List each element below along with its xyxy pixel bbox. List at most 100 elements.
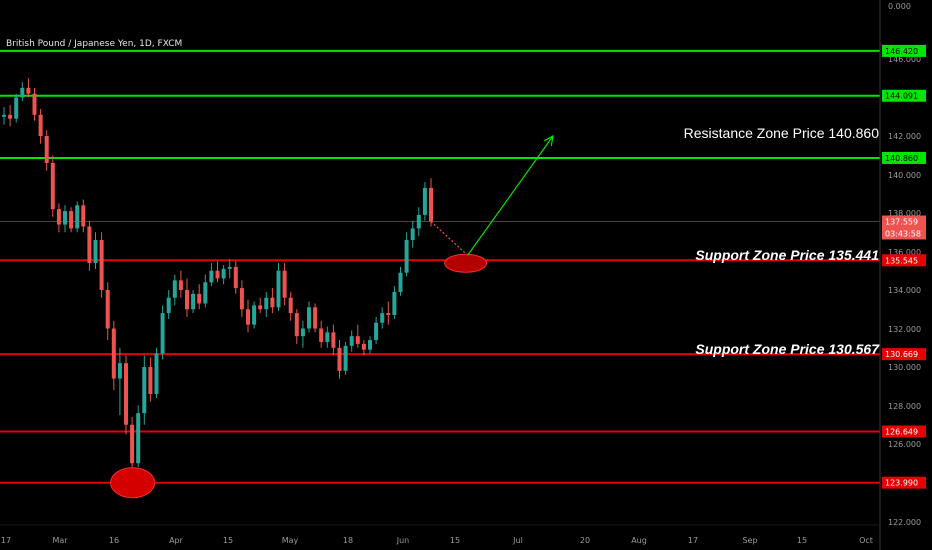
candle-layer (2, 78, 433, 483)
candle-up (416, 214, 421, 229)
candle-down (233, 266, 238, 289)
candle-down (215, 270, 220, 279)
candle-down (105, 290, 110, 329)
candle-down (69, 211, 74, 229)
time-tick-label: Jun (396, 536, 410, 545)
candle-down (111, 328, 116, 379)
time-tick-label: Jul (512, 536, 523, 545)
low-marker-circle (110, 467, 156, 499)
price-tick-label: 0.000 (888, 2, 911, 11)
time-tick-label: 17 (688, 536, 698, 545)
candle-down (239, 288, 244, 310)
level-price-label: 144.091 (885, 92, 918, 101)
projection-layer (110, 134, 554, 499)
candle-down (99, 239, 104, 290)
price-tick-label: 142.000 (888, 132, 921, 141)
price-tick-label: 146.000 (888, 55, 921, 64)
candle-up (93, 239, 98, 264)
candle-down (355, 336, 360, 344)
candle-down (38, 114, 43, 136)
time-tick-label: May (282, 536, 299, 545)
candle-up (142, 367, 147, 414)
projection-arrow-line (467, 135, 554, 256)
candle-up (343, 345, 348, 371)
level-price-badge (882, 254, 926, 267)
target-marker-circle (444, 253, 488, 273)
price-tick-label: 134.000 (888, 286, 921, 295)
candle-up (172, 280, 177, 298)
candle-down (294, 313, 299, 337)
level-price-label: 123.990 (885, 479, 918, 488)
candle-up (392, 291, 397, 316)
level-price-label: 130.669 (885, 350, 918, 359)
time-tick-label: Sep (742, 536, 757, 545)
candle-up (2, 114, 6, 117)
candle-down (288, 297, 293, 314)
candle-down (32, 93, 37, 115)
candle-down (361, 343, 366, 350)
candle-down (81, 205, 86, 227)
price-tick-label: 132.000 (888, 325, 921, 334)
candle-down (148, 367, 153, 394)
price-axis-bg (880, 0, 932, 550)
candle-down (8, 114, 13, 119)
chart-title: British Pound / Japanese Yen, 1D, FXCM (6, 39, 183, 49)
candle-up (374, 322, 379, 341)
countdown-label: 03:43:58 (885, 229, 921, 238)
candle-down (50, 162, 55, 210)
candle-up (20, 87, 25, 98)
candle-up (203, 282, 208, 304)
current-price-badge (882, 215, 926, 240)
support-annotation-2: Support Zone Price 130.567 (695, 340, 879, 357)
candle-up (154, 353, 159, 394)
candle-up (227, 266, 232, 269)
projection-dotted-line (430, 221, 469, 256)
level-price-label: 135.545 (885, 256, 918, 265)
resistance-annotation: Resistance Zone Price 140.860 (683, 124, 879, 141)
candle-up (166, 297, 171, 314)
candle-down (56, 209, 61, 225)
candle-up (404, 239, 409, 273)
candle-down (26, 87, 31, 94)
candle-up (136, 413, 141, 464)
candle-up (349, 336, 354, 346)
price-axis[interactable]: 0.000146.000144.000142.000140.000138.000… (879, 0, 932, 550)
support-annotation-1: Support Zone Price 135.441 (695, 247, 879, 264)
time-tick-label: Oct (859, 536, 873, 545)
time-tick-label: 20 (580, 536, 590, 545)
time-tick-label: Apr (169, 536, 184, 545)
candle-down (178, 280, 183, 290)
level-price-label: 146.420 (885, 47, 918, 56)
candle-up (14, 97, 19, 119)
candle-down (319, 328, 324, 342)
price-tick-label: 140.000 (888, 171, 921, 180)
level-price-badge (882, 151, 926, 164)
price-tick-label: 128.000 (888, 402, 921, 411)
candle-down (124, 363, 128, 425)
candle-up (325, 332, 330, 342)
level-price-badge (882, 476, 926, 489)
time-axis[interactable]: 17 Mar 16 Apr 15 May 18 Jun 15 Jul 20 Aug 17 Sep 15 Oct (0, 524, 880, 545)
candle-up (422, 187, 427, 215)
candle-up (307, 307, 311, 329)
time-tick-label: Aug (631, 536, 647, 545)
candle-up (117, 363, 122, 379)
candle-down (313, 307, 318, 329)
price-tick-label: 136.000 (888, 248, 921, 257)
time-tick-label: 15 (797, 536, 807, 545)
candle-up (160, 313, 165, 354)
level-price-badge (882, 89, 926, 102)
candle-down (386, 313, 391, 316)
price-tick-label: 122.000 (888, 518, 921, 527)
candle-up (209, 270, 214, 283)
time-tick-label: 15 (223, 536, 233, 545)
candle-up (63, 211, 67, 225)
candle-down (258, 305, 263, 310)
candle-down (270, 297, 275, 308)
level-price-label: 140.860 (885, 154, 918, 163)
candle-down (197, 293, 202, 304)
current-price-label: 137.559 (885, 217, 918, 226)
candle-up (368, 340, 372, 350)
candle-up (75, 205, 80, 229)
